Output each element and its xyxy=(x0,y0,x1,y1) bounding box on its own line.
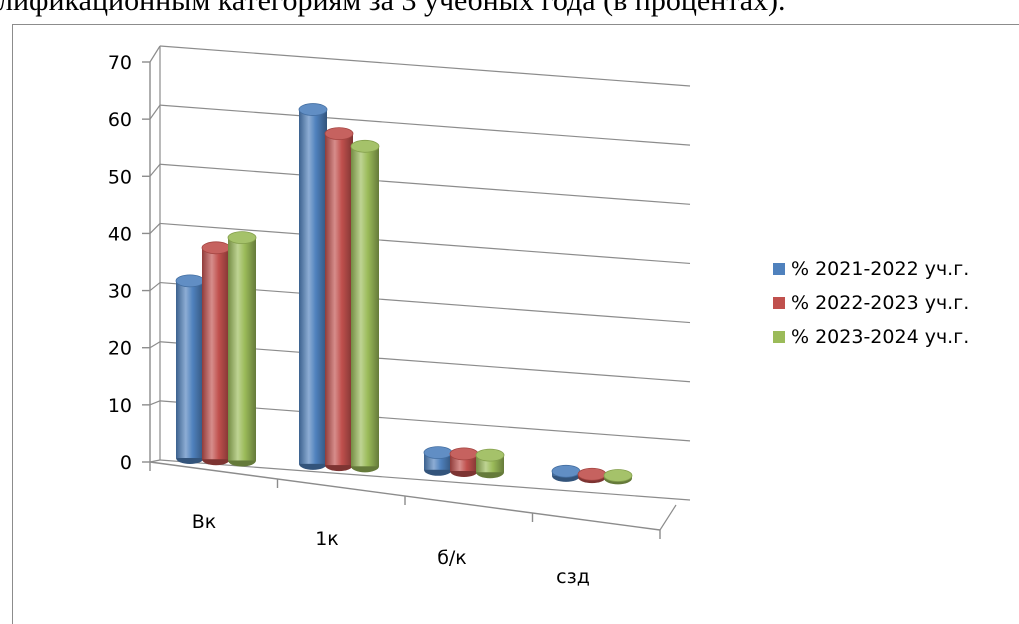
gridline-depth-40 xyxy=(149,223,161,234)
gridline-60 xyxy=(159,104,691,146)
legend-item-3: % 2023-2024 уч.г. xyxy=(773,320,969,354)
legend-swatch xyxy=(773,263,785,275)
bar-Вк-series-2 xyxy=(201,241,231,466)
bar-сзд-series-2 xyxy=(577,467,607,484)
chart-heading: лификационным категориям за 3 учебных го… xyxy=(0,0,786,17)
gridline-depth-10 xyxy=(149,400,161,406)
chart-legend: % 2021-2022 уч.г. % 2022-2023 уч.г. % 2023… xyxy=(773,252,969,354)
y-tick-label: 60 xyxy=(108,109,132,131)
bar-сзд-series-1 xyxy=(551,464,581,482)
x-category-label: 1к xyxy=(315,528,339,550)
x-axis-categories: Вк 1к б/к сзд xyxy=(192,511,590,588)
bar-б/к-series-2 xyxy=(449,447,479,478)
chart-axes xyxy=(142,46,677,539)
y-axis-ticks: 0 10 20 30 40 50 60 70 xyxy=(108,52,132,474)
legend-item-2: % 2022-2023 уч.г. xyxy=(773,286,969,320)
legend-label: % 2023-2024 уч.г. xyxy=(791,326,970,348)
bar-1к-series-3 xyxy=(350,139,380,473)
x-category-label: сзд xyxy=(556,566,590,588)
x-category-label: б/к xyxy=(437,547,467,569)
gridline-depth-50 xyxy=(149,163,161,177)
x-category-label: Вк xyxy=(192,511,217,533)
gridline-depth-30 xyxy=(149,282,161,292)
y-tick-label: 40 xyxy=(108,223,132,245)
gridline-40 xyxy=(159,222,691,265)
gridline-0 xyxy=(159,459,691,501)
gridline-depth-20 xyxy=(149,341,161,349)
chart-bars xyxy=(175,103,633,485)
floor-edge xyxy=(659,504,677,531)
legend-item-1: % 2021-2022 уч.г. xyxy=(773,252,969,286)
bar-б/к-series-1 xyxy=(423,446,453,476)
legend-swatch xyxy=(773,331,785,343)
bar-1к-series-2 xyxy=(324,127,354,472)
gridline-50 xyxy=(159,163,691,205)
bar-б/к-series-3 xyxy=(475,448,505,479)
y-tick-label: 20 xyxy=(108,338,132,360)
y-tick-label: 0 xyxy=(120,452,132,474)
chart-frame xyxy=(12,24,1019,624)
y-tick-label: 10 xyxy=(108,395,132,417)
bar-сзд-series-3 xyxy=(603,469,633,485)
legend-swatch xyxy=(773,297,785,309)
bar-Вк-series-3 xyxy=(227,231,257,467)
legend-label: % 2022-2023 уч.г. xyxy=(791,292,970,314)
gridline-depth-60 xyxy=(149,104,161,120)
bar-1к-series-1 xyxy=(298,103,328,470)
bar-Вк-series-1 xyxy=(175,274,205,464)
y-tick-label: 30 xyxy=(108,281,132,303)
gridline-depth-70 xyxy=(149,45,161,63)
gridline-70 xyxy=(159,45,691,87)
y-tick-label: 50 xyxy=(108,166,132,188)
y-tick-label: 70 xyxy=(108,52,132,74)
legend-label: % 2021-2022 уч.г. xyxy=(791,258,970,280)
